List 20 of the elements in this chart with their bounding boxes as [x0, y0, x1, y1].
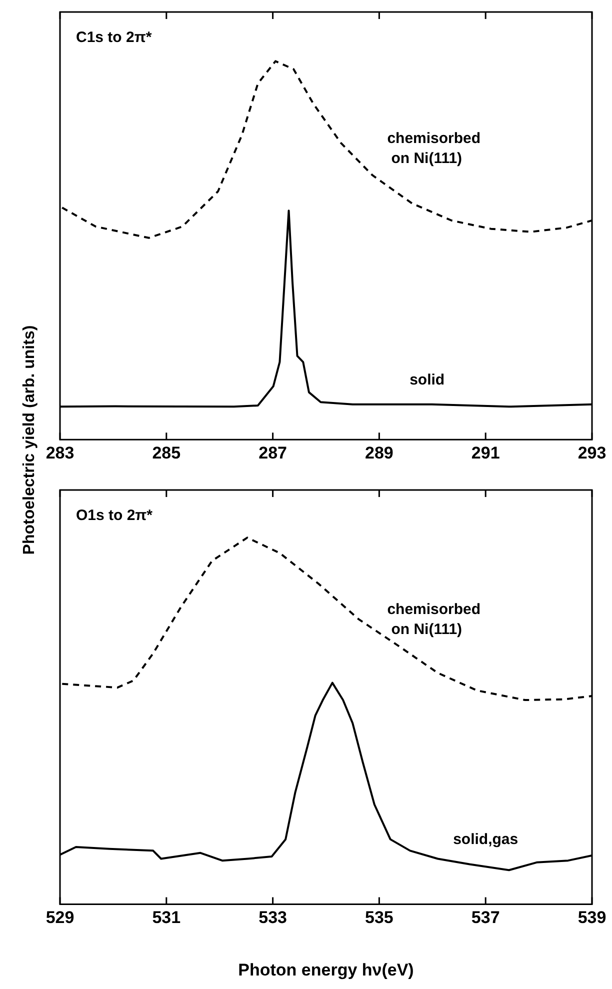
x-tick-label: 289	[365, 443, 394, 462]
x-tick-label: 535	[365, 908, 394, 928]
x-tick-label: 283	[46, 443, 74, 462]
series-label: chemisorbed on Ni(111)	[387, 600, 481, 638]
x-tick-label: 529	[46, 908, 74, 928]
x-tick-label: 537	[471, 908, 500, 928]
x-tick-label: 291	[471, 443, 500, 462]
x-tick-label: 533	[258, 908, 287, 928]
chart-title: O1s to 2π*	[76, 507, 153, 524]
series-label: solid,gas	[453, 831, 518, 848]
x-tick-label: 293	[578, 443, 606, 462]
x-tick-label: 531	[152, 908, 181, 928]
x-tick-label: 285	[152, 443, 181, 462]
chart-title: C1s to 2π*	[76, 29, 152, 46]
x-tick-label: 539	[578, 908, 606, 928]
series-label: solid	[410, 371, 445, 388]
x-tick-label: 287	[258, 443, 287, 462]
y-axis-title: Photoelectric yield (arb. units)	[21, 325, 39, 555]
x-axis-title: Photon energy hν(eV)	[238, 960, 414, 980]
series-label: chemisorbed on Ni(111)	[387, 130, 481, 168]
